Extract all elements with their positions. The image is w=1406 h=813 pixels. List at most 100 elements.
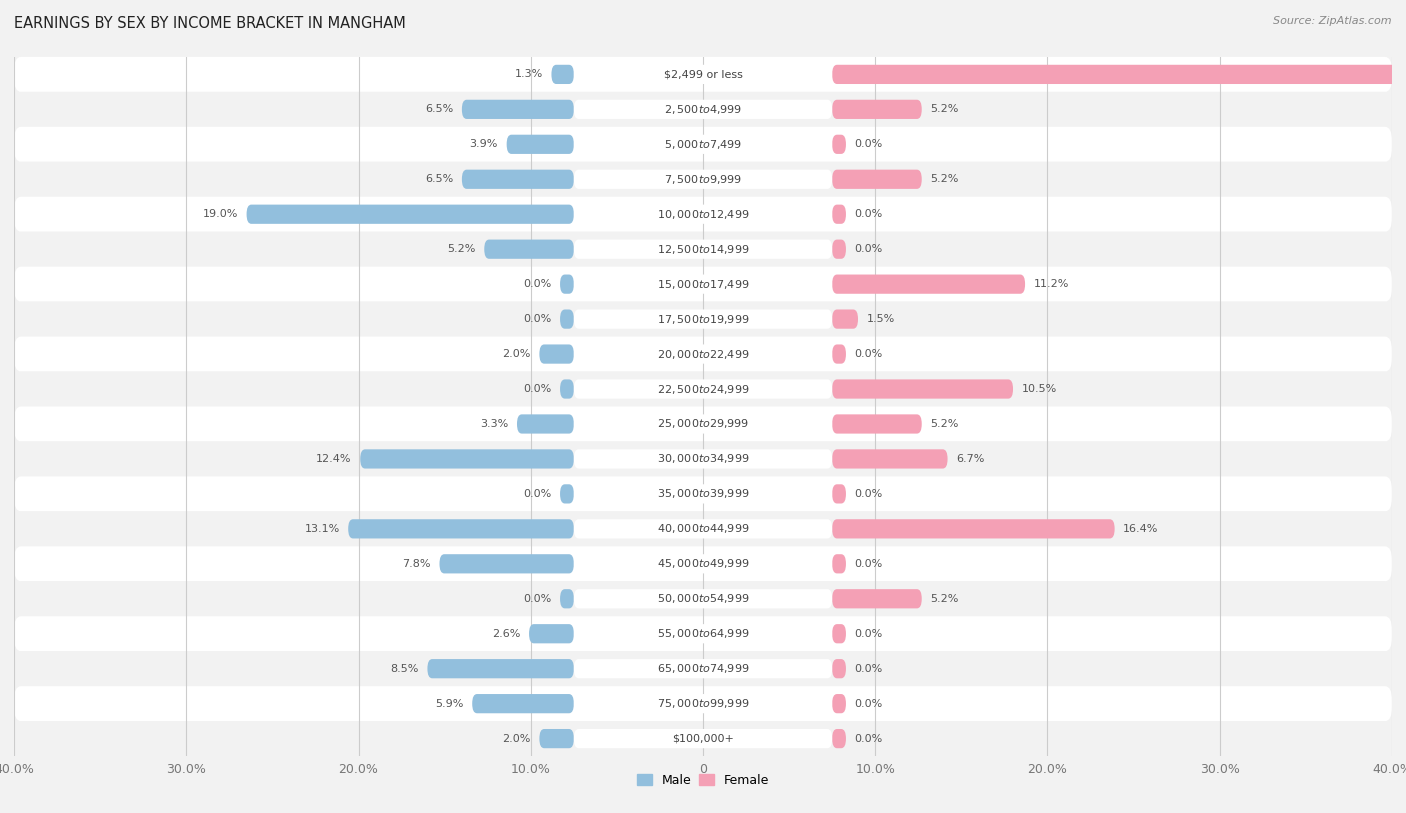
FancyBboxPatch shape [832,729,846,748]
Text: 3.3%: 3.3% [479,419,509,429]
Text: 5.9%: 5.9% [436,698,464,709]
Text: $45,000 to $49,999: $45,000 to $49,999 [657,558,749,570]
FancyBboxPatch shape [574,415,832,433]
FancyBboxPatch shape [14,511,1392,546]
Text: $40,000 to $44,999: $40,000 to $44,999 [657,523,749,535]
FancyBboxPatch shape [540,345,574,363]
FancyBboxPatch shape [14,476,1392,511]
FancyBboxPatch shape [360,450,574,468]
FancyBboxPatch shape [832,100,922,119]
Text: 6.7%: 6.7% [956,454,984,464]
FancyBboxPatch shape [832,205,846,224]
Text: $5,000 to $7,499: $5,000 to $7,499 [664,138,742,150]
FancyBboxPatch shape [14,92,1392,127]
Text: 12.4%: 12.4% [316,454,352,464]
FancyBboxPatch shape [832,589,922,608]
Text: 0.0%: 0.0% [523,489,551,499]
FancyBboxPatch shape [574,450,832,468]
Text: $15,000 to $17,499: $15,000 to $17,499 [657,278,749,290]
Text: $10,000 to $12,499: $10,000 to $12,499 [657,208,749,220]
Text: 11.2%: 11.2% [1033,279,1069,289]
FancyBboxPatch shape [14,302,1392,337]
Text: $20,000 to $22,499: $20,000 to $22,499 [657,348,749,360]
FancyBboxPatch shape [440,554,574,573]
FancyBboxPatch shape [529,624,574,643]
FancyBboxPatch shape [560,275,574,293]
FancyBboxPatch shape [574,275,832,293]
FancyBboxPatch shape [832,65,1398,84]
FancyBboxPatch shape [560,485,574,503]
Text: Source: ZipAtlas.com: Source: ZipAtlas.com [1274,16,1392,26]
Text: 13.1%: 13.1% [304,524,340,534]
FancyBboxPatch shape [517,415,574,433]
Text: $75,000 to $99,999: $75,000 to $99,999 [657,698,749,710]
Text: $35,000 to $39,999: $35,000 to $39,999 [657,488,749,500]
FancyBboxPatch shape [832,240,846,259]
Text: $22,500 to $24,999: $22,500 to $24,999 [657,383,749,395]
FancyBboxPatch shape [560,380,574,398]
FancyBboxPatch shape [427,659,574,678]
Text: 0.0%: 0.0% [855,139,883,150]
Text: 7.8%: 7.8% [402,559,430,569]
Text: 3.9%: 3.9% [470,139,498,150]
Text: $17,500 to $19,999: $17,500 to $19,999 [657,313,749,325]
Text: 5.2%: 5.2% [931,419,959,429]
FancyBboxPatch shape [14,651,1392,686]
FancyBboxPatch shape [246,205,574,224]
Text: 2.0%: 2.0% [502,733,531,744]
FancyBboxPatch shape [14,546,1392,581]
Text: EARNINGS BY SEX BY INCOME BRACKET IN MANGHAM: EARNINGS BY SEX BY INCOME BRACKET IN MAN… [14,16,406,31]
FancyBboxPatch shape [832,345,846,363]
Text: 10.5%: 10.5% [1022,384,1057,394]
FancyBboxPatch shape [560,310,574,328]
FancyBboxPatch shape [14,232,1392,267]
FancyBboxPatch shape [14,406,1392,441]
Text: 0.0%: 0.0% [855,244,883,254]
FancyBboxPatch shape [574,345,832,363]
Text: 1.3%: 1.3% [515,69,543,80]
FancyBboxPatch shape [574,659,832,678]
Text: 6.5%: 6.5% [425,174,453,185]
Text: 5.2%: 5.2% [447,244,475,254]
FancyBboxPatch shape [349,520,574,538]
FancyBboxPatch shape [14,721,1392,756]
FancyBboxPatch shape [832,135,846,154]
FancyBboxPatch shape [574,589,832,608]
FancyBboxPatch shape [832,380,1012,398]
FancyBboxPatch shape [574,380,832,398]
FancyBboxPatch shape [574,65,832,84]
Text: 2.0%: 2.0% [502,349,531,359]
Text: 2.6%: 2.6% [492,628,520,639]
Text: $50,000 to $54,999: $50,000 to $54,999 [657,593,749,605]
Text: 5.2%: 5.2% [931,593,959,604]
Text: $2,500 to $4,999: $2,500 to $4,999 [664,103,742,115]
FancyBboxPatch shape [574,485,832,503]
FancyBboxPatch shape [14,441,1392,476]
Text: $55,000 to $64,999: $55,000 to $64,999 [657,628,749,640]
Text: $25,000 to $29,999: $25,000 to $29,999 [657,418,749,430]
Text: 5.2%: 5.2% [931,174,959,185]
Text: 0.0%: 0.0% [855,733,883,744]
Text: 0.0%: 0.0% [855,559,883,569]
FancyBboxPatch shape [551,65,574,84]
Text: 0.0%: 0.0% [523,314,551,324]
FancyBboxPatch shape [484,240,574,259]
FancyBboxPatch shape [506,135,574,154]
Text: 0.0%: 0.0% [855,663,883,674]
FancyBboxPatch shape [574,240,832,259]
FancyBboxPatch shape [574,520,832,538]
Text: 1.5%: 1.5% [866,314,894,324]
Text: 0.0%: 0.0% [855,349,883,359]
FancyBboxPatch shape [14,127,1392,162]
FancyBboxPatch shape [540,729,574,748]
FancyBboxPatch shape [461,170,574,189]
FancyBboxPatch shape [574,100,832,119]
Text: 16.4%: 16.4% [1123,524,1159,534]
Text: 0.0%: 0.0% [523,384,551,394]
FancyBboxPatch shape [574,624,832,643]
FancyBboxPatch shape [14,162,1392,197]
FancyBboxPatch shape [14,197,1392,232]
FancyBboxPatch shape [832,694,846,713]
Text: 5.2%: 5.2% [931,104,959,115]
FancyBboxPatch shape [14,337,1392,372]
